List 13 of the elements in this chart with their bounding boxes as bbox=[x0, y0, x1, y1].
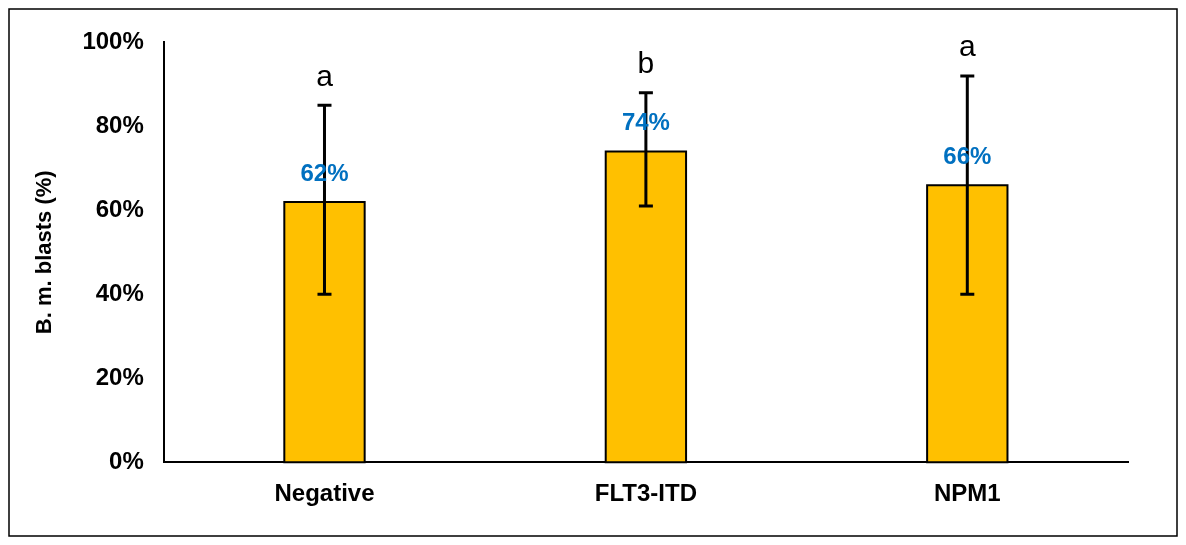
y-tick-label: 80% bbox=[95, 110, 144, 138]
x-tick-label: Negative bbox=[274, 479, 375, 507]
y-tick-label: 100% bbox=[82, 27, 144, 55]
annotation: b bbox=[637, 46, 655, 80]
x-tick-label: FLT3-ITD bbox=[594, 479, 697, 507]
y-tick-label: 60% bbox=[95, 194, 144, 222]
annotation: a bbox=[316, 58, 334, 92]
y-tick-label: 20% bbox=[95, 362, 144, 390]
y-tick-label: 40% bbox=[95, 278, 144, 306]
x-tick-label: NPM1 bbox=[933, 479, 1001, 507]
y-axis-title: B. m. blasts (%) bbox=[31, 170, 57, 335]
y-tick-label: 0% bbox=[109, 446, 144, 474]
annotation: a bbox=[958, 29, 976, 63]
